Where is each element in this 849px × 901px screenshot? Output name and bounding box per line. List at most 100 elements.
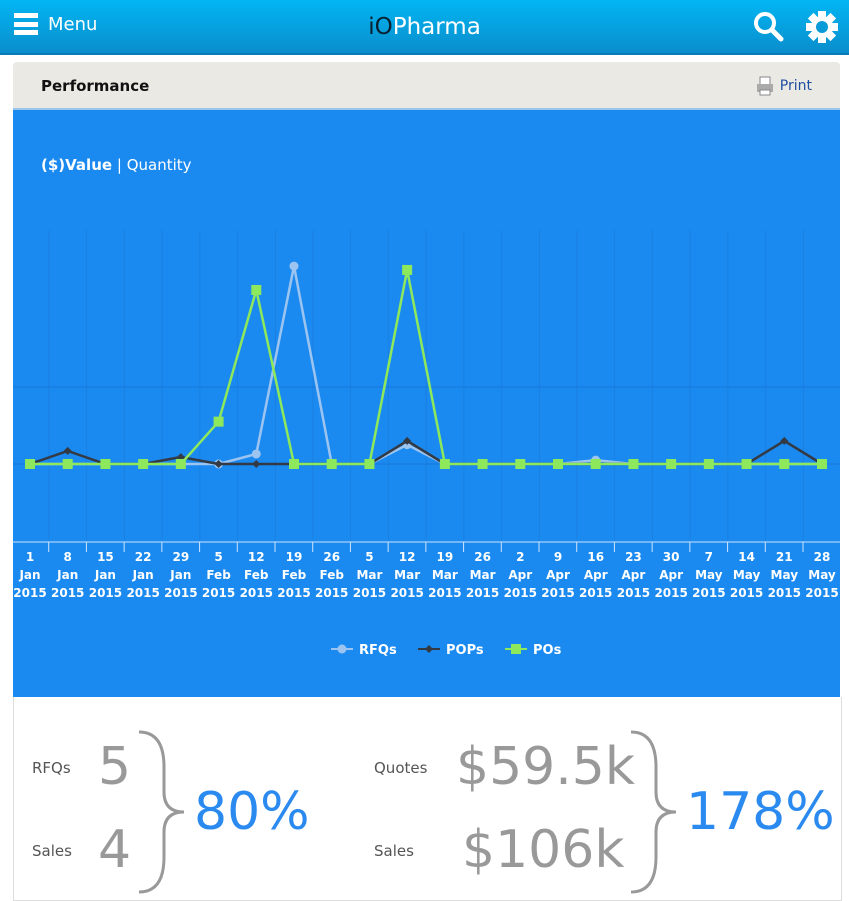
x-tick-label: 5: [214, 550, 222, 564]
x-tick-label: 2015: [390, 586, 423, 600]
toggle-separator: |: [116, 156, 122, 174]
x-tick-label: 2015: [315, 586, 348, 600]
brace-icon: [138, 730, 185, 894]
x-tick-label: 28: [814, 550, 831, 564]
data-point-pos: [364, 459, 375, 469]
x-tick-label: Feb: [206, 568, 231, 582]
x-tick-label: Apr: [546, 568, 570, 582]
x-tick-label: Feb: [319, 568, 344, 582]
toggle-value[interactable]: ($)Value: [41, 156, 113, 174]
x-tick-label: Jan: [132, 568, 154, 582]
x-tick-label: 1: [26, 550, 34, 564]
data-point-pos: [213, 416, 224, 427]
x-tick-label: 21: [776, 550, 793, 564]
printer-icon: [756, 76, 773, 96]
x-tick-label: May: [733, 568, 761, 582]
sales-value: 4: [98, 820, 132, 880]
menu-button[interactable]: Menu: [14, 13, 97, 35]
conversion-percent: 80%: [194, 782, 310, 842]
x-tick-label: 12: [399, 550, 416, 564]
x-tick-label: 5: [365, 550, 373, 564]
legend-label: POPs: [446, 643, 484, 658]
value-quantity-toggle: ($)Value | Quantity: [41, 156, 192, 174]
x-tick-label: 2015: [126, 586, 159, 600]
legend-label: RFQs: [359, 643, 397, 658]
x-tick-label: Jan: [94, 568, 116, 582]
panel-header: Performance Print: [13, 62, 840, 110]
sales-amount: $106k: [462, 820, 625, 880]
legend-marker: [337, 644, 347, 654]
x-tick-label: Feb: [282, 568, 307, 582]
x-tick-label: 30: [663, 550, 680, 564]
quotes-value: $59.5k: [456, 737, 635, 797]
x-tick-label: 2015: [654, 586, 687, 600]
x-tick-label: Jan: [18, 568, 40, 582]
x-tick-label: 15: [97, 550, 114, 564]
x-tick-label: 2015: [617, 586, 650, 600]
x-tick-label: Apr: [584, 568, 608, 582]
x-tick-label: Mar: [356, 568, 382, 582]
x-tick-label: Jan: [56, 568, 78, 582]
x-tick-label: 7: [705, 550, 713, 564]
x-tick-label: 2015: [240, 586, 273, 600]
data-point-pos: [817, 459, 827, 469]
x-tick-label: 29: [173, 550, 190, 564]
toggle-quantity[interactable]: Quantity: [126, 156, 192, 174]
x-tick-label: 2015: [541, 586, 574, 600]
x-tick-label: 2015: [466, 586, 499, 600]
rfqs-label: RFQs: [32, 759, 71, 777]
x-tick-label: 23: [625, 550, 642, 564]
x-tick-label: 19: [286, 550, 303, 564]
x-tick-label: 2015: [579, 586, 612, 600]
data-point-pos: [251, 284, 262, 295]
sales-value-label: Sales: [374, 842, 414, 860]
data-point-pos: [666, 459, 677, 469]
data-point-pops: [403, 436, 412, 445]
legend-marker: [511, 644, 521, 654]
data-point-pos: [741, 459, 752, 469]
x-tick-label: 2015: [277, 586, 310, 600]
brace-icon: [630, 730, 677, 894]
performance-card: Performance Print ($)Value | Quantity 1 J…: [13, 62, 842, 901]
x-tick-label: Apr: [508, 568, 532, 582]
x-tick-label: 9: [554, 550, 562, 564]
logo-suffix: Pharma: [392, 14, 481, 40]
data-point-pos: [25, 459, 35, 469]
line-chart: 1Jan20158Jan201515Jan201522Jan201529Jan2…: [13, 230, 840, 658]
data-point-pos: [62, 459, 73, 469]
x-tick-label: 26: [323, 550, 340, 564]
x-tick-label: 2015: [89, 586, 122, 600]
data-point-pos: [138, 459, 149, 469]
data-point-pos: [439, 459, 450, 469]
x-tick-label: 2: [516, 550, 524, 564]
data-point-pos: [477, 459, 488, 469]
rfqs-value: 5: [98, 737, 132, 797]
data-point-pops: [63, 446, 72, 455]
x-tick-label: 16: [587, 550, 604, 564]
x-tick-label: 2015: [730, 586, 763, 600]
x-tick-label: 2015: [768, 586, 801, 600]
data-point-pos: [703, 459, 714, 469]
x-tick-label: 2015: [13, 586, 46, 600]
app-header: Menu iOPharma: [0, 0, 849, 55]
hamburger-icon: [14, 13, 38, 35]
data-point-pops: [252, 460, 261, 468]
search-icon[interactable]: [752, 10, 784, 42]
series-line-pos: [30, 269, 822, 466]
value-ratio-percent: 178%: [686, 782, 835, 842]
x-tick-label: 12: [248, 550, 265, 564]
print-button[interactable]: Print: [756, 76, 812, 96]
quotes-label: Quotes: [374, 759, 428, 777]
gear-icon[interactable]: [805, 10, 839, 44]
data-point-rfqs: [289, 261, 299, 271]
x-tick-label: 2015: [692, 586, 725, 600]
logo-prefix: iO: [368, 14, 393, 40]
print-label: Print: [779, 78, 812, 94]
x-tick-label: May: [771, 568, 799, 582]
x-tick-label: 22: [135, 550, 152, 564]
x-tick-label: 2015: [164, 586, 197, 600]
x-tick-label: 2015: [202, 586, 235, 600]
x-tick-label: 2015: [353, 586, 386, 600]
x-tick-label: Mar: [470, 568, 496, 582]
x-tick-label: 26: [474, 550, 491, 564]
